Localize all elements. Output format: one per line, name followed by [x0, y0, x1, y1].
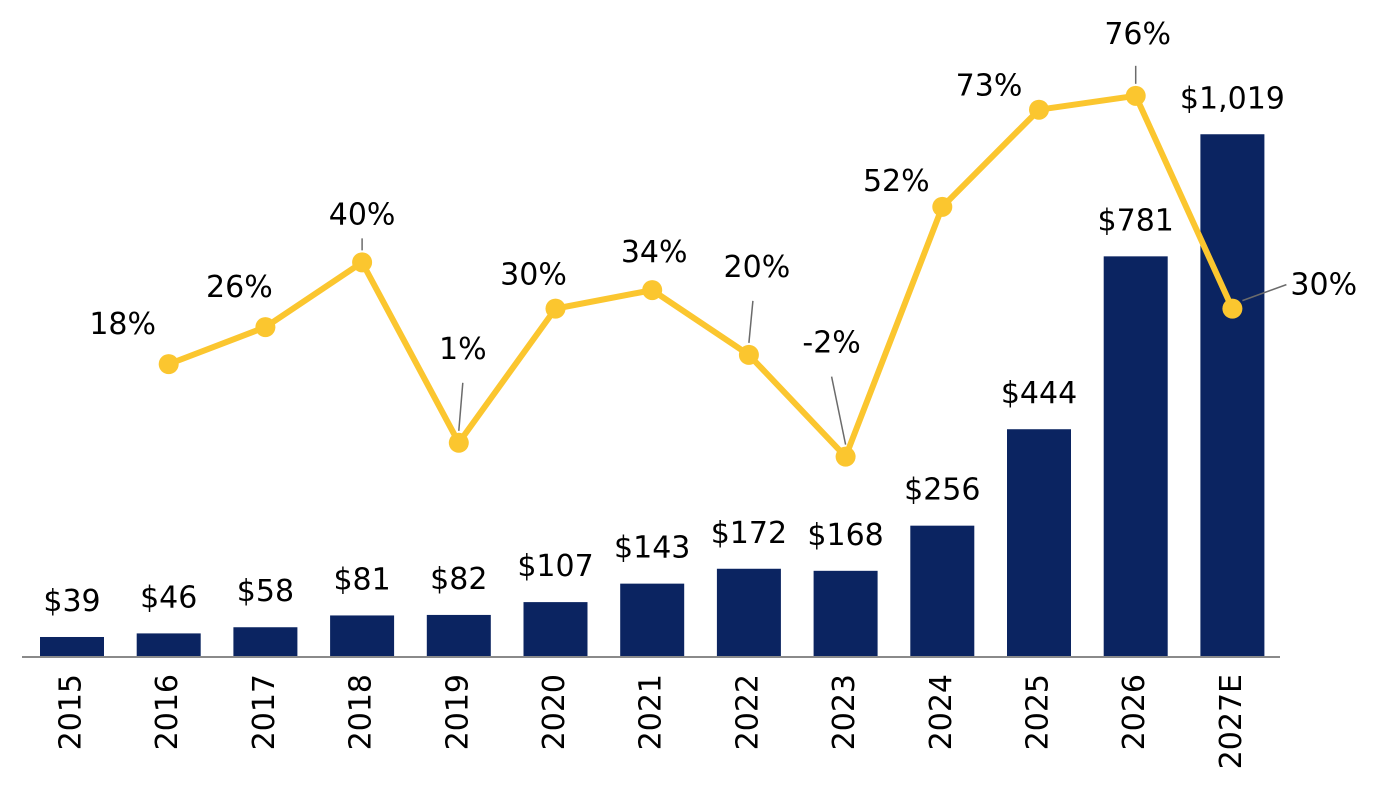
- growth-point-2018: [352, 252, 373, 273]
- growth-value-label: 34%: [621, 235, 688, 270]
- growth-value-label: -2%: [802, 326, 860, 361]
- bar-2016: [136, 633, 201, 657]
- bar-series: [40, 134, 1265, 658]
- growth-value-labels: 18% 26% 40% 1% 30% 34% 20% -2% 52% 73% 76% 30%: [89, 17, 1357, 367]
- bar-2017: [233, 627, 298, 657]
- bar-2026: [1103, 256, 1168, 657]
- growth-value-label: 18%: [89, 307, 156, 342]
- growth-value-label: 73%: [956, 69, 1023, 104]
- bar-2015: [40, 636, 104, 657]
- growth-point-2021: [642, 280, 663, 301]
- bar-value-label: $1,019: [1180, 81, 1285, 116]
- x-tick-label: 2027E: [1214, 674, 1249, 769]
- leader-line: [830, 376, 847, 445]
- bar-2018: [330, 615, 395, 657]
- growth-value-label: 26%: [206, 270, 273, 305]
- growth-value-label: 40%: [329, 197, 396, 232]
- growth-point-2027E: [1222, 298, 1243, 319]
- bar-value-label: $143: [614, 531, 690, 566]
- bar-value-label: $781: [1098, 203, 1174, 238]
- bar-value-label: $46: [140, 580, 197, 615]
- x-tick-label: 2017: [247, 674, 282, 750]
- growth-value-label: 52%: [863, 164, 930, 199]
- growth-point-2017: [255, 317, 276, 338]
- growth-value-label: 20%: [724, 250, 791, 285]
- leader-lines: [361, 65, 1287, 445]
- bar-value-label: $168: [807, 518, 883, 553]
- x-tick-label: 2026: [1117, 674, 1152, 750]
- bar-2021: [620, 583, 685, 657]
- bar-2024: [910, 525, 975, 657]
- growth-point-2025: [1029, 99, 1049, 120]
- x-tick-labels: 2015 2016 2017 2018 2019 2020 2021 2022 2023 2024…: [54, 674, 1249, 769]
- growth-value-label: 30%: [500, 258, 567, 293]
- bar-2020: [523, 602, 588, 657]
- growth-value-label: 30%: [1290, 268, 1357, 303]
- growth-value-label: 76%: [1104, 17, 1171, 52]
- bar-value-label: $444: [1001, 376, 1077, 411]
- bar-value-label: $172: [711, 516, 787, 551]
- bar-value-label: $107: [517, 549, 593, 584]
- bar-2027E: [1200, 134, 1265, 658]
- leader-line: [458, 382, 464, 431]
- growth-point-2016: [158, 354, 179, 375]
- bar-2019: [426, 614, 491, 657]
- x-tick-label: 2020: [537, 674, 572, 750]
- leader-line: [1242, 283, 1287, 302]
- growth-points: [158, 85, 1243, 467]
- bar-value-label: $81: [333, 562, 390, 597]
- growth-point-2020: [545, 298, 566, 319]
- x-tick-label: 2016: [150, 674, 185, 750]
- growth-value-label: 1%: [439, 332, 487, 367]
- growth-point-2023: [835, 446, 856, 467]
- x-tick-label: 2023: [827, 674, 862, 750]
- growth-point-2022: [738, 344, 759, 365]
- x-tick-label: 2018: [344, 674, 379, 750]
- growth-point-2024: [932, 196, 953, 217]
- growth-line: [167, 92, 1236, 460]
- x-tick-label: 2019: [440, 674, 475, 750]
- bar-value-label: $58: [237, 574, 294, 609]
- growth-point-2019: [448, 432, 469, 453]
- x-tick-label: 2021: [634, 674, 669, 750]
- x-tick-label: 2024: [924, 674, 959, 750]
- growth-point-2026: [1125, 85, 1146, 106]
- x-tick-label: 2022: [730, 674, 765, 750]
- bar-2023: [813, 570, 878, 657]
- bar-value-labels: $39 $46 $58 $81 $82 $107 $143 $172 $168 $256 $444 $…: [43, 81, 1285, 619]
- bar-value-label: $82: [430, 562, 487, 597]
- bar-value-label: $39: [43, 584, 100, 619]
- bar-2022: [716, 568, 781, 657]
- bar-value-label: $256: [904, 473, 980, 508]
- leader-line: [748, 300, 754, 343]
- x-tick-label: 2025: [1021, 674, 1056, 750]
- bar-2025: [1007, 429, 1071, 657]
- x-tick-label: 2015: [54, 674, 89, 750]
